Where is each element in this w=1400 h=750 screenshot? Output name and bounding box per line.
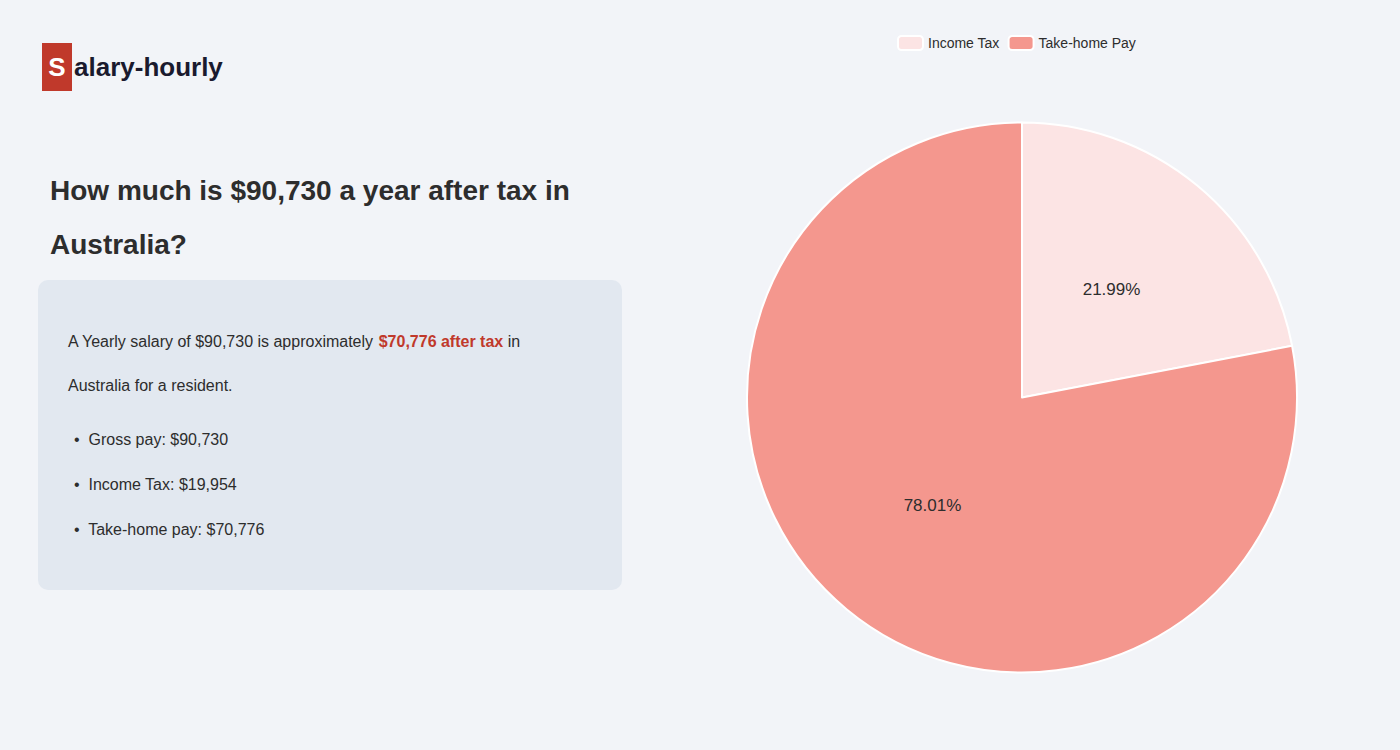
svg-text:21.99%: 21.99% bbox=[1083, 280, 1141, 299]
svg-text:$70,776 after tax: $70,776 after tax bbox=[379, 333, 504, 350]
svg-text:• Gross pay: $90,730: • Gross pay: $90,730 bbox=[74, 431, 228, 448]
svg-text:Take-home Pay: Take-home Pay bbox=[1039, 35, 1136, 51]
svg-text:Australia?: Australia? bbox=[50, 229, 187, 260]
svg-text:Income Tax: Income Tax bbox=[928, 35, 999, 51]
svg-text:A Yearly salary of $90,730 is: A Yearly salary of $90,730 is approximat… bbox=[68, 333, 378, 350]
svg-text:How much is $90,730 a year aft: How much is $90,730 a year after tax in bbox=[50, 175, 570, 206]
svg-text:• Income Tax: $19,954: • Income Tax: $19,954 bbox=[74, 476, 237, 493]
svg-text:S: S bbox=[48, 52, 65, 82]
svg-text:Australia for a resident.: Australia for a resident. bbox=[68, 377, 233, 394]
svg-text:alary-hourly: alary-hourly bbox=[74, 52, 223, 82]
svg-text:in: in bbox=[503, 333, 520, 350]
svg-text:78.01%: 78.01% bbox=[904, 496, 962, 515]
svg-text:• Take-home pay: $70,776: • Take-home pay: $70,776 bbox=[74, 521, 264, 538]
